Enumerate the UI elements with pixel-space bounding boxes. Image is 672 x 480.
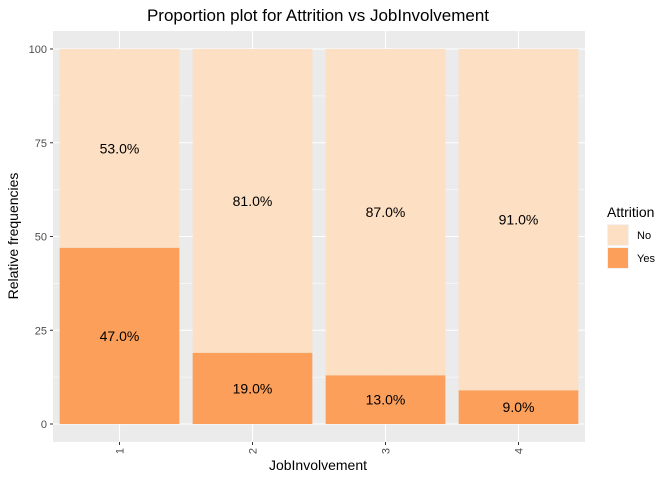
bar-yes-4 <box>458 390 579 424</box>
legend-swatch-no <box>608 225 628 245</box>
x-tick-label: 3 <box>381 448 393 454</box>
data-label-yes-2: 19.0% <box>233 380 273 396</box>
y-axis-title: Relative frequencies <box>5 173 21 300</box>
chart-title: Proportion plot for Attrition vs JobInvo… <box>147 6 489 25</box>
x-axis: 1 2 3 4 <box>115 442 526 454</box>
x-tick-label: 2 <box>248 448 260 454</box>
y-tick-label: 100 <box>29 44 47 56</box>
data-label-no-4: 91.0% <box>499 212 539 228</box>
bars <box>59 49 579 424</box>
data-label-yes-3: 13.0% <box>366 392 406 408</box>
bar-yes-3 <box>325 375 446 424</box>
x-axis-title: JobInvolvement <box>269 457 367 473</box>
y-axis: 0 25 50 75 100 <box>29 44 53 431</box>
bar-no-2 <box>192 49 313 353</box>
data-label-yes-1: 47.0% <box>100 328 140 344</box>
y-tick-label: 0 <box>41 419 47 431</box>
x-tick-label: 4 <box>514 448 526 454</box>
data-label-no-1: 53.0% <box>100 140 140 156</box>
legend-title: Attrition <box>607 204 654 220</box>
bar-yes-2 <box>192 352 313 424</box>
y-tick-label: 50 <box>35 232 47 244</box>
y-tick-label: 25 <box>35 325 47 337</box>
legend-swatch-yes <box>608 248 628 268</box>
legend-label-no: No <box>637 230 651 242</box>
data-label-no-2: 81.0% <box>233 193 273 209</box>
data-label-no-3: 87.0% <box>366 204 406 220</box>
legend: Attrition No Yes <box>607 204 655 269</box>
x-tick-label: 1 <box>115 448 127 454</box>
bar-no-3 <box>325 49 446 376</box>
legend-label-yes: Yes <box>637 253 655 265</box>
y-tick-label: 75 <box>35 138 47 150</box>
bar-no-1 <box>59 49 180 248</box>
data-labels: 47.0% 53.0% 19.0% 81.0% 13.0% 87.0% 9.0% 91.0% <box>100 140 539 415</box>
bar-yes-1 <box>59 247 180 424</box>
bar-no-4 <box>458 49 579 391</box>
data-label-yes-4: 9.0% <box>503 399 535 415</box>
